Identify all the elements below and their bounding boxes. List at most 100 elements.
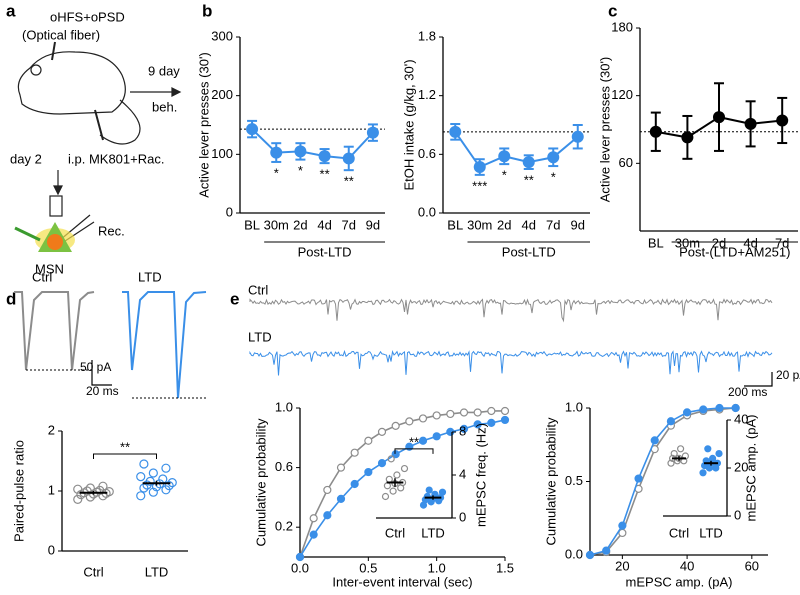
data-point [547, 151, 560, 164]
data-point [487, 406, 496, 416]
data-point [323, 511, 332, 520]
data-point [715, 450, 723, 458]
data-point [602, 546, 611, 555]
data-point [487, 418, 496, 427]
data-point [704, 445, 712, 453]
y-tick-label: 0.0 [418, 204, 436, 219]
y-axis-label: mEPSC amp. (pA) [743, 415, 758, 522]
x-tick-label: 30m [467, 217, 492, 232]
data-point [473, 420, 482, 429]
x-axis-label: Post-LTD [298, 244, 352, 259]
schematic-text: day 2 [10, 151, 42, 166]
data-point [699, 405, 708, 414]
data-line [589, 407, 736, 556]
panel-label: c [608, 1, 617, 20]
data-point [336, 463, 346, 472]
y-axis-label: mEPSC freq. (Hz) [473, 423, 488, 527]
significance: ** [120, 439, 130, 454]
data-point [650, 436, 659, 445]
scale-label: 20 ms [86, 384, 119, 398]
data-point [73, 494, 83, 504]
x-tick-label: 7d [342, 217, 356, 232]
trace-label: Ctrl [248, 282, 268, 297]
data-point [708, 454, 717, 462]
y-tick-label: 0 [459, 509, 466, 524]
data-point [449, 125, 462, 138]
x-tick-label: 4d [743, 235, 757, 250]
x-tick-label: BL [648, 235, 664, 250]
y-tick-label: 60 [619, 155, 633, 170]
data-point [342, 152, 355, 165]
data-point [432, 411, 441, 420]
data-point [418, 436, 428, 445]
y-tick-label: 0 [734, 507, 741, 522]
y-tick-label: 0.6 [275, 459, 293, 474]
x-tick-label: Ctrl [669, 525, 689, 540]
x-axis-label: Post-(LTD+AM251) [679, 244, 790, 259]
data-point [473, 161, 486, 174]
data-point [731, 403, 740, 413]
scale-label: 50 pA [80, 360, 111, 374]
schematic-text: MSN [35, 261, 64, 276]
y-axis-label: EtOH intake (g/kg, 30') [401, 59, 416, 190]
data-point [381, 492, 390, 501]
y-tick-label: 1 [48, 482, 55, 497]
data-point [400, 464, 409, 473]
data-point [618, 521, 627, 530]
data-point [387, 455, 395, 463]
y-tick-label: 8 [459, 423, 466, 438]
data-point [473, 408, 482, 417]
data-point [246, 123, 259, 136]
significance-bracket [394, 448, 434, 454]
data-point [295, 552, 305, 562]
data-point [393, 471, 401, 479]
data-point [715, 403, 724, 413]
data-point [667, 459, 675, 467]
data-point [148, 468, 158, 478]
data-line [589, 407, 736, 556]
significance: ** [409, 434, 419, 449]
data-point [82, 486, 92, 496]
x-tick-label: BL [447, 217, 463, 232]
cell-nucleus [47, 234, 63, 250]
y-axis-label: Active lever presses (30') [196, 52, 211, 198]
significance: ** [320, 167, 330, 182]
data-line [251, 128, 374, 160]
x-tick-label: 40 [680, 558, 694, 573]
y-axis-label: Paired-pulse ratio [11, 440, 26, 542]
x-tick-label: 0.0 [291, 560, 309, 575]
data-point [385, 475, 393, 483]
significance: * [502, 168, 507, 183]
y-tick-label: 40 [734, 411, 748, 426]
significance: *** [472, 178, 487, 193]
data-point [350, 448, 359, 457]
data-point [270, 146, 283, 159]
significance: ** [524, 172, 534, 187]
schematic-text: 9 day [148, 63, 180, 78]
trace [122, 291, 207, 399]
data-point [377, 459, 387, 468]
panel-label: a [6, 1, 16, 20]
data-point [418, 414, 428, 423]
y-tick-label: 0.6 [418, 146, 436, 161]
x-tick-label: 0.5 [359, 560, 377, 575]
y-tick-label: 0.5 [565, 473, 583, 488]
data-point [145, 476, 155, 486]
data-point [500, 415, 510, 425]
x-tick-label: LTD [421, 525, 445, 540]
data-point [161, 463, 171, 473]
rat-body [17, 51, 126, 115]
syringe [94, 109, 104, 141]
data-point [383, 482, 391, 490]
data-point [670, 450, 678, 458]
x-tick-label: LTD [699, 525, 723, 540]
optical-fiber [51, 41, 56, 61]
data-point [405, 417, 414, 426]
trace [249, 349, 773, 376]
data-point [682, 408, 692, 417]
data-point [377, 427, 387, 436]
data-point [459, 424, 469, 433]
schematic-text: (Optical fiber) [22, 27, 100, 42]
data-point [294, 145, 307, 158]
data-point [336, 494, 346, 503]
